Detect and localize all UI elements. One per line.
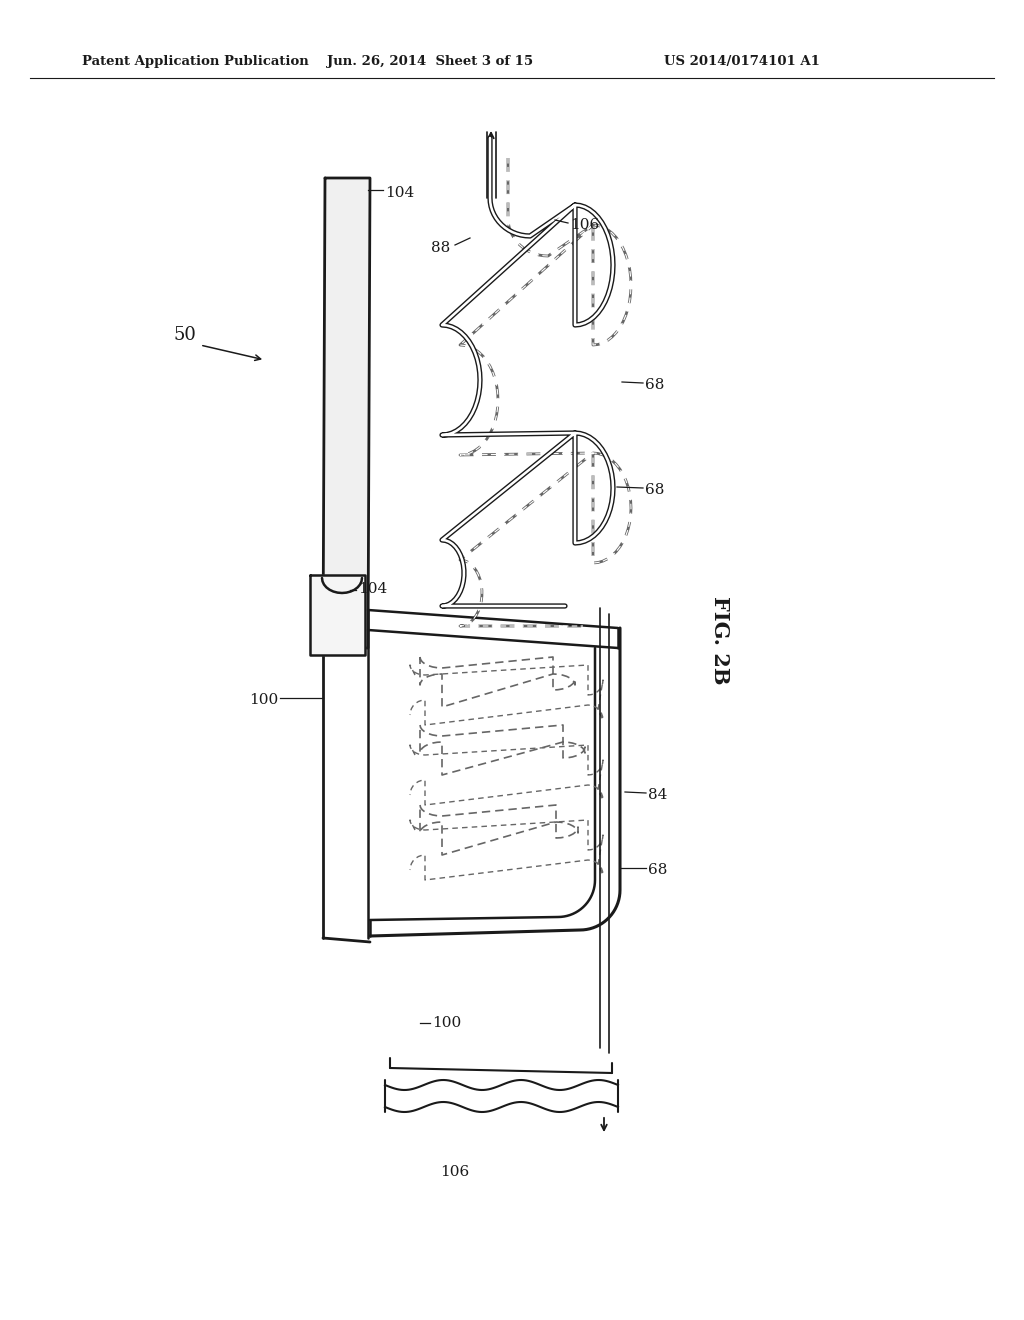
Text: 100: 100 — [249, 693, 278, 708]
Text: US 2014/0174101 A1: US 2014/0174101 A1 — [665, 55, 820, 69]
Text: FIG. 2B: FIG. 2B — [710, 595, 730, 684]
Text: 100: 100 — [432, 1016, 461, 1030]
Text: 104: 104 — [358, 582, 387, 597]
Text: Patent Application Publication: Patent Application Publication — [82, 55, 309, 69]
Text: 50: 50 — [173, 326, 197, 345]
Polygon shape — [310, 576, 365, 655]
Text: 104: 104 — [385, 186, 415, 201]
Text: 68: 68 — [648, 863, 668, 876]
Text: 106: 106 — [440, 1166, 470, 1179]
Text: 68: 68 — [645, 483, 665, 498]
Polygon shape — [323, 178, 370, 648]
Text: 88: 88 — [431, 242, 450, 255]
Text: 106: 106 — [570, 218, 599, 232]
Text: 84: 84 — [648, 788, 668, 803]
Text: 68: 68 — [645, 378, 665, 392]
Text: Jun. 26, 2014  Sheet 3 of 15: Jun. 26, 2014 Sheet 3 of 15 — [327, 55, 534, 69]
